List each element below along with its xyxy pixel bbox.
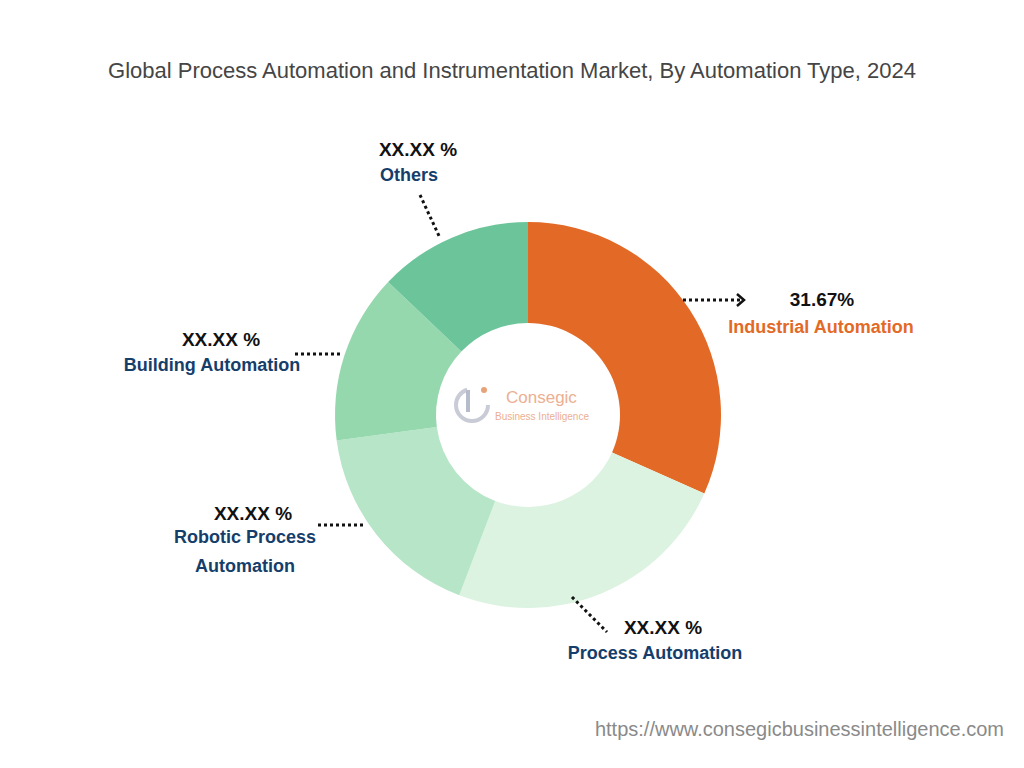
html-text:XX.XX %: XX.XX % xyxy=(378,139,458,160)
html-text:XX.XX %: XX.XX % xyxy=(623,617,703,638)
html-text:https://www.consegicbusinessin: https://www.consegicbusinessintelligence… xyxy=(594,718,1004,740)
html-text:XX.XX %: XX.XX % xyxy=(213,503,293,524)
html-text:Robotic Process Automation: Robotic Process Automation xyxy=(174,527,316,576)
html-text:XX.XX %: XX.XX % xyxy=(181,329,261,350)
html-text:Industrial Automation: Industrial Automation xyxy=(728,316,914,337)
html-text:Global Process Automation and: Global Process Automation and Instrument… xyxy=(108,58,916,83)
html-text:Process Automation: Process Automation xyxy=(567,642,743,663)
svg-text:Consegic: Consegic xyxy=(506,388,577,407)
svg-text:Business Intelligence: Business Intelligence xyxy=(495,411,589,422)
html-text:Others: Others xyxy=(380,164,438,185)
html-text:31.67%: 31.67% xyxy=(789,289,855,310)
html-text:Building Automation: Building Automation xyxy=(123,354,301,375)
